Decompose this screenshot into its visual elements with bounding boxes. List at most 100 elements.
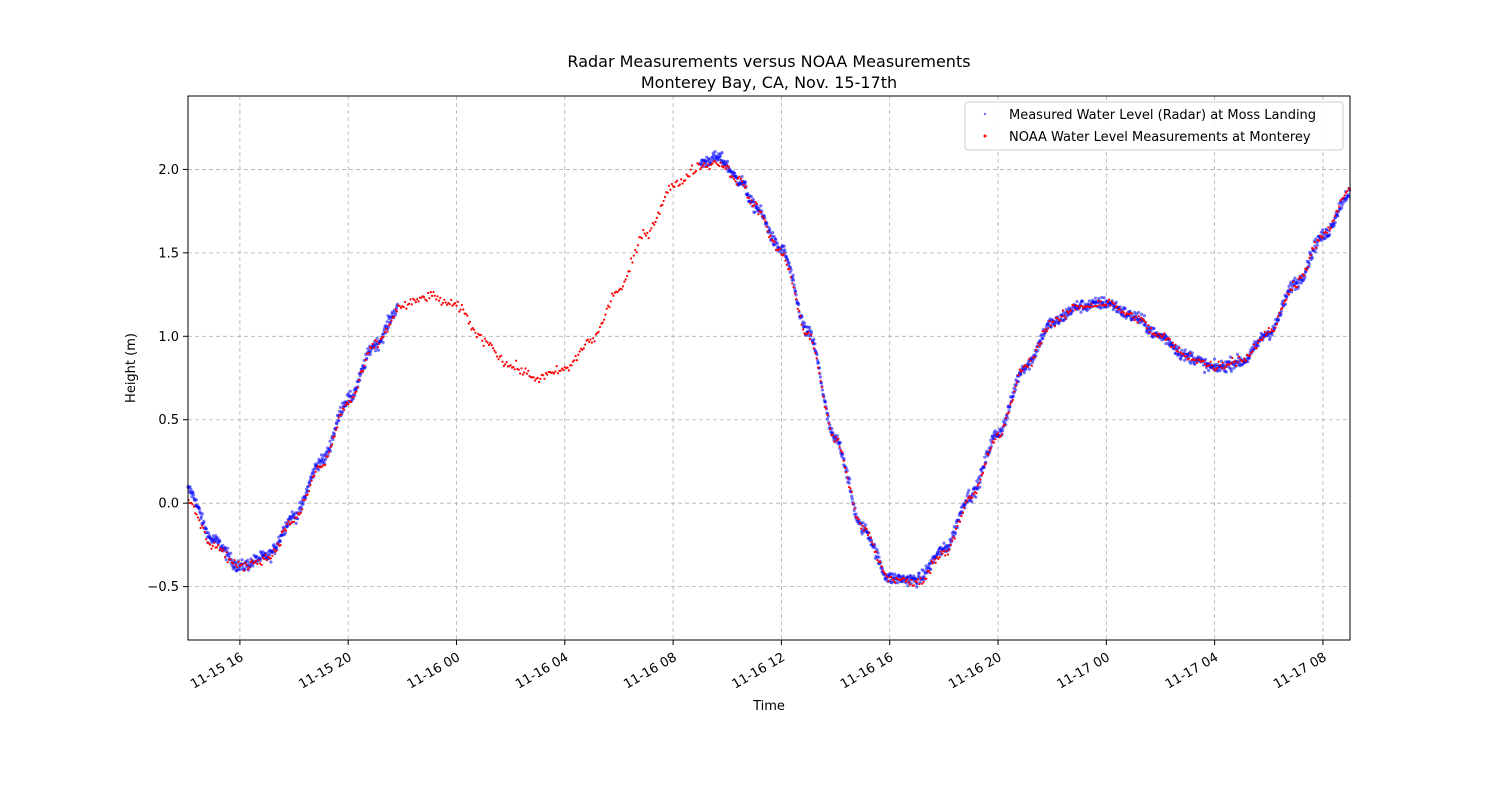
- noaa-point: [489, 342, 492, 345]
- x-tick-label: 11-16 16: [838, 650, 896, 692]
- noaa-point: [994, 438, 997, 441]
- noaa-point: [925, 577, 928, 580]
- noaa-point: [861, 524, 864, 527]
- radar-point: [366, 347, 370, 351]
- noaa-point: [982, 472, 985, 475]
- noaa-point: [246, 568, 250, 571]
- noaa-point: [934, 561, 937, 564]
- radar-point: [1004, 418, 1008, 422]
- noaa-point: [536, 376, 539, 379]
- radar-point: [975, 479, 979, 483]
- noaa-point: [402, 306, 405, 309]
- noaa-point: [275, 549, 278, 552]
- noaa-point: [487, 343, 491, 347]
- noaa-point: [1098, 303, 1101, 306]
- radar-point: [278, 539, 282, 543]
- noaa-point: [904, 580, 908, 583]
- radar-point: [290, 510, 294, 514]
- noaa-point: [1060, 315, 1063, 318]
- noaa-point: [927, 570, 931, 573]
- noaa-point: [691, 164, 694, 167]
- radar-point: [1190, 351, 1194, 355]
- noaa-point: [251, 559, 254, 562]
- noaa-point: [945, 550, 948, 553]
- radar-point: [915, 585, 919, 589]
- radar-point: [1313, 250, 1317, 254]
- noaa-point: [226, 561, 229, 564]
- radar-point: [749, 195, 754, 199]
- radar-point: [937, 550, 941, 554]
- noaa-point: [810, 333, 813, 336]
- noaa-point: [1007, 411, 1010, 414]
- noaa-point: [1029, 359, 1032, 363]
- noaa-point: [520, 367, 523, 370]
- radar-point: [1024, 367, 1028, 371]
- noaa-point: [890, 575, 893, 578]
- noaa-point: [848, 485, 851, 489]
- noaa-point: [413, 299, 416, 302]
- noaa-point: [1233, 360, 1236, 363]
- noaa-point: [205, 538, 208, 541]
- radar-point: [283, 531, 287, 535]
- radar-point: [775, 241, 779, 246]
- noaa-point: [394, 308, 397, 311]
- radar-point: [848, 477, 852, 481]
- noaa-point: [960, 515, 963, 518]
- noaa-point: [1343, 194, 1346, 197]
- radar-point: [285, 524, 289, 529]
- noaa-point: [1327, 226, 1330, 229]
- noaa-point: [681, 182, 684, 185]
- noaa-point: [988, 449, 992, 452]
- noaa-point: [439, 296, 442, 299]
- noaa-point: [1315, 246, 1318, 249]
- noaa-point: [699, 168, 702, 171]
- noaa-point: [559, 369, 562, 372]
- noaa-point: [857, 518, 860, 521]
- noaa-point: [486, 341, 489, 344]
- radar-point: [1193, 362, 1197, 366]
- noaa-point: [789, 276, 793, 279]
- noaa-point: [820, 386, 824, 389]
- noaa-point: [929, 571, 932, 575]
- noaa-point: [1001, 432, 1004, 435]
- noaa-point: [527, 369, 530, 372]
- noaa-point: [363, 364, 366, 367]
- noaa-point: [1013, 390, 1016, 393]
- radar-point: [787, 261, 791, 265]
- radar-point: [200, 512, 204, 516]
- noaa-point: [839, 449, 843, 452]
- noaa-point: [871, 541, 874, 544]
- noaa-point: [689, 168, 692, 171]
- noaa-point: [980, 473, 983, 476]
- noaa-point: [1216, 366, 1219, 369]
- radar-point: [873, 546, 877, 550]
- noaa-point: [676, 179, 679, 182]
- radar-point: [1041, 336, 1045, 340]
- radar-point: [1001, 429, 1005, 433]
- noaa-point: [617, 289, 621, 292]
- y-tick-label: 0.5: [158, 413, 179, 428]
- noaa-point: [971, 496, 974, 499]
- noaa-point: [887, 580, 890, 583]
- plot-frame: [187, 95, 1351, 641]
- radar-point: [1256, 344, 1260, 348]
- radar-point: [1289, 290, 1294, 294]
- radar-point: [812, 337, 816, 342]
- noaa-point: [612, 294, 615, 297]
- noaa-point: [1076, 305, 1079, 308]
- noaa-point: [719, 161, 722, 164]
- noaa-point: [1163, 332, 1166, 335]
- noaa-point: [386, 330, 389, 333]
- radar-point: [774, 237, 778, 241]
- noaa-point: [218, 549, 221, 552]
- noaa-point: [623, 280, 626, 283]
- noaa-point: [1158, 332, 1161, 335]
- noaa-point: [1090, 302, 1093, 306]
- noaa-point: [842, 459, 845, 462]
- noaa-point: [1346, 190, 1349, 193]
- noaa-point: [917, 578, 920, 581]
- noaa-point: [575, 359, 579, 362]
- radar-point: [1075, 299, 1079, 304]
- noaa-point: [1118, 307, 1121, 310]
- noaa-point: [1045, 330, 1048, 333]
